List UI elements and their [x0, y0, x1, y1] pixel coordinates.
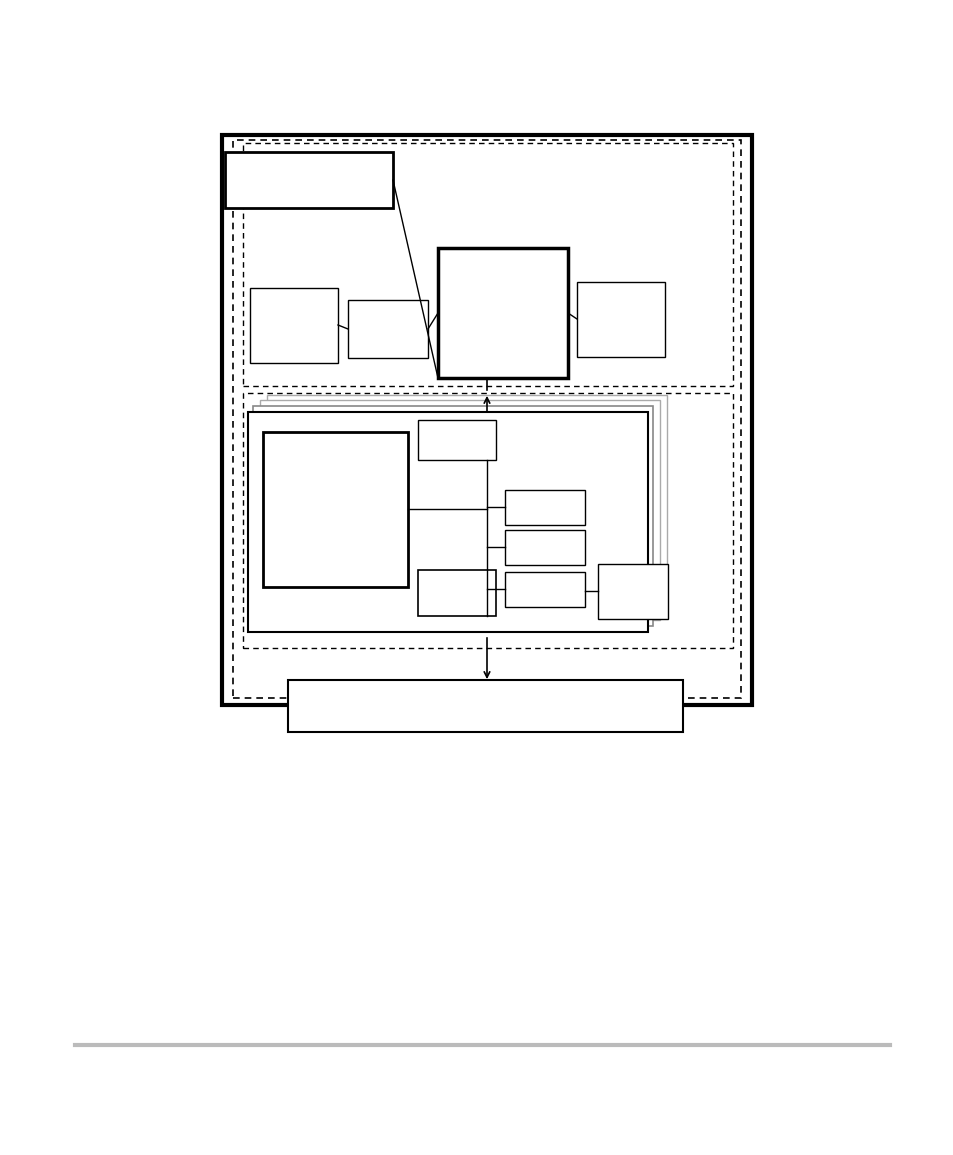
Bar [225, 152, 393, 208]
Bar [417, 420, 496, 460]
Bar [260, 400, 659, 620]
Bar [504, 530, 584, 565]
Bar [598, 564, 667, 619]
Bar [263, 432, 408, 587]
Bar [577, 282, 664, 357]
Bar [243, 393, 732, 648]
Bar [267, 395, 666, 614]
Bar [253, 407, 652, 626]
Bar [417, 571, 496, 616]
Bar [243, 143, 732, 386]
Bar [288, 680, 682, 732]
Bar [504, 572, 584, 608]
Bar [437, 248, 567, 378]
Bar [504, 490, 584, 526]
Bar [222, 135, 751, 705]
Bar [248, 412, 647, 632]
Bar [233, 140, 740, 698]
Bar [348, 300, 428, 358]
Bar [250, 288, 337, 363]
